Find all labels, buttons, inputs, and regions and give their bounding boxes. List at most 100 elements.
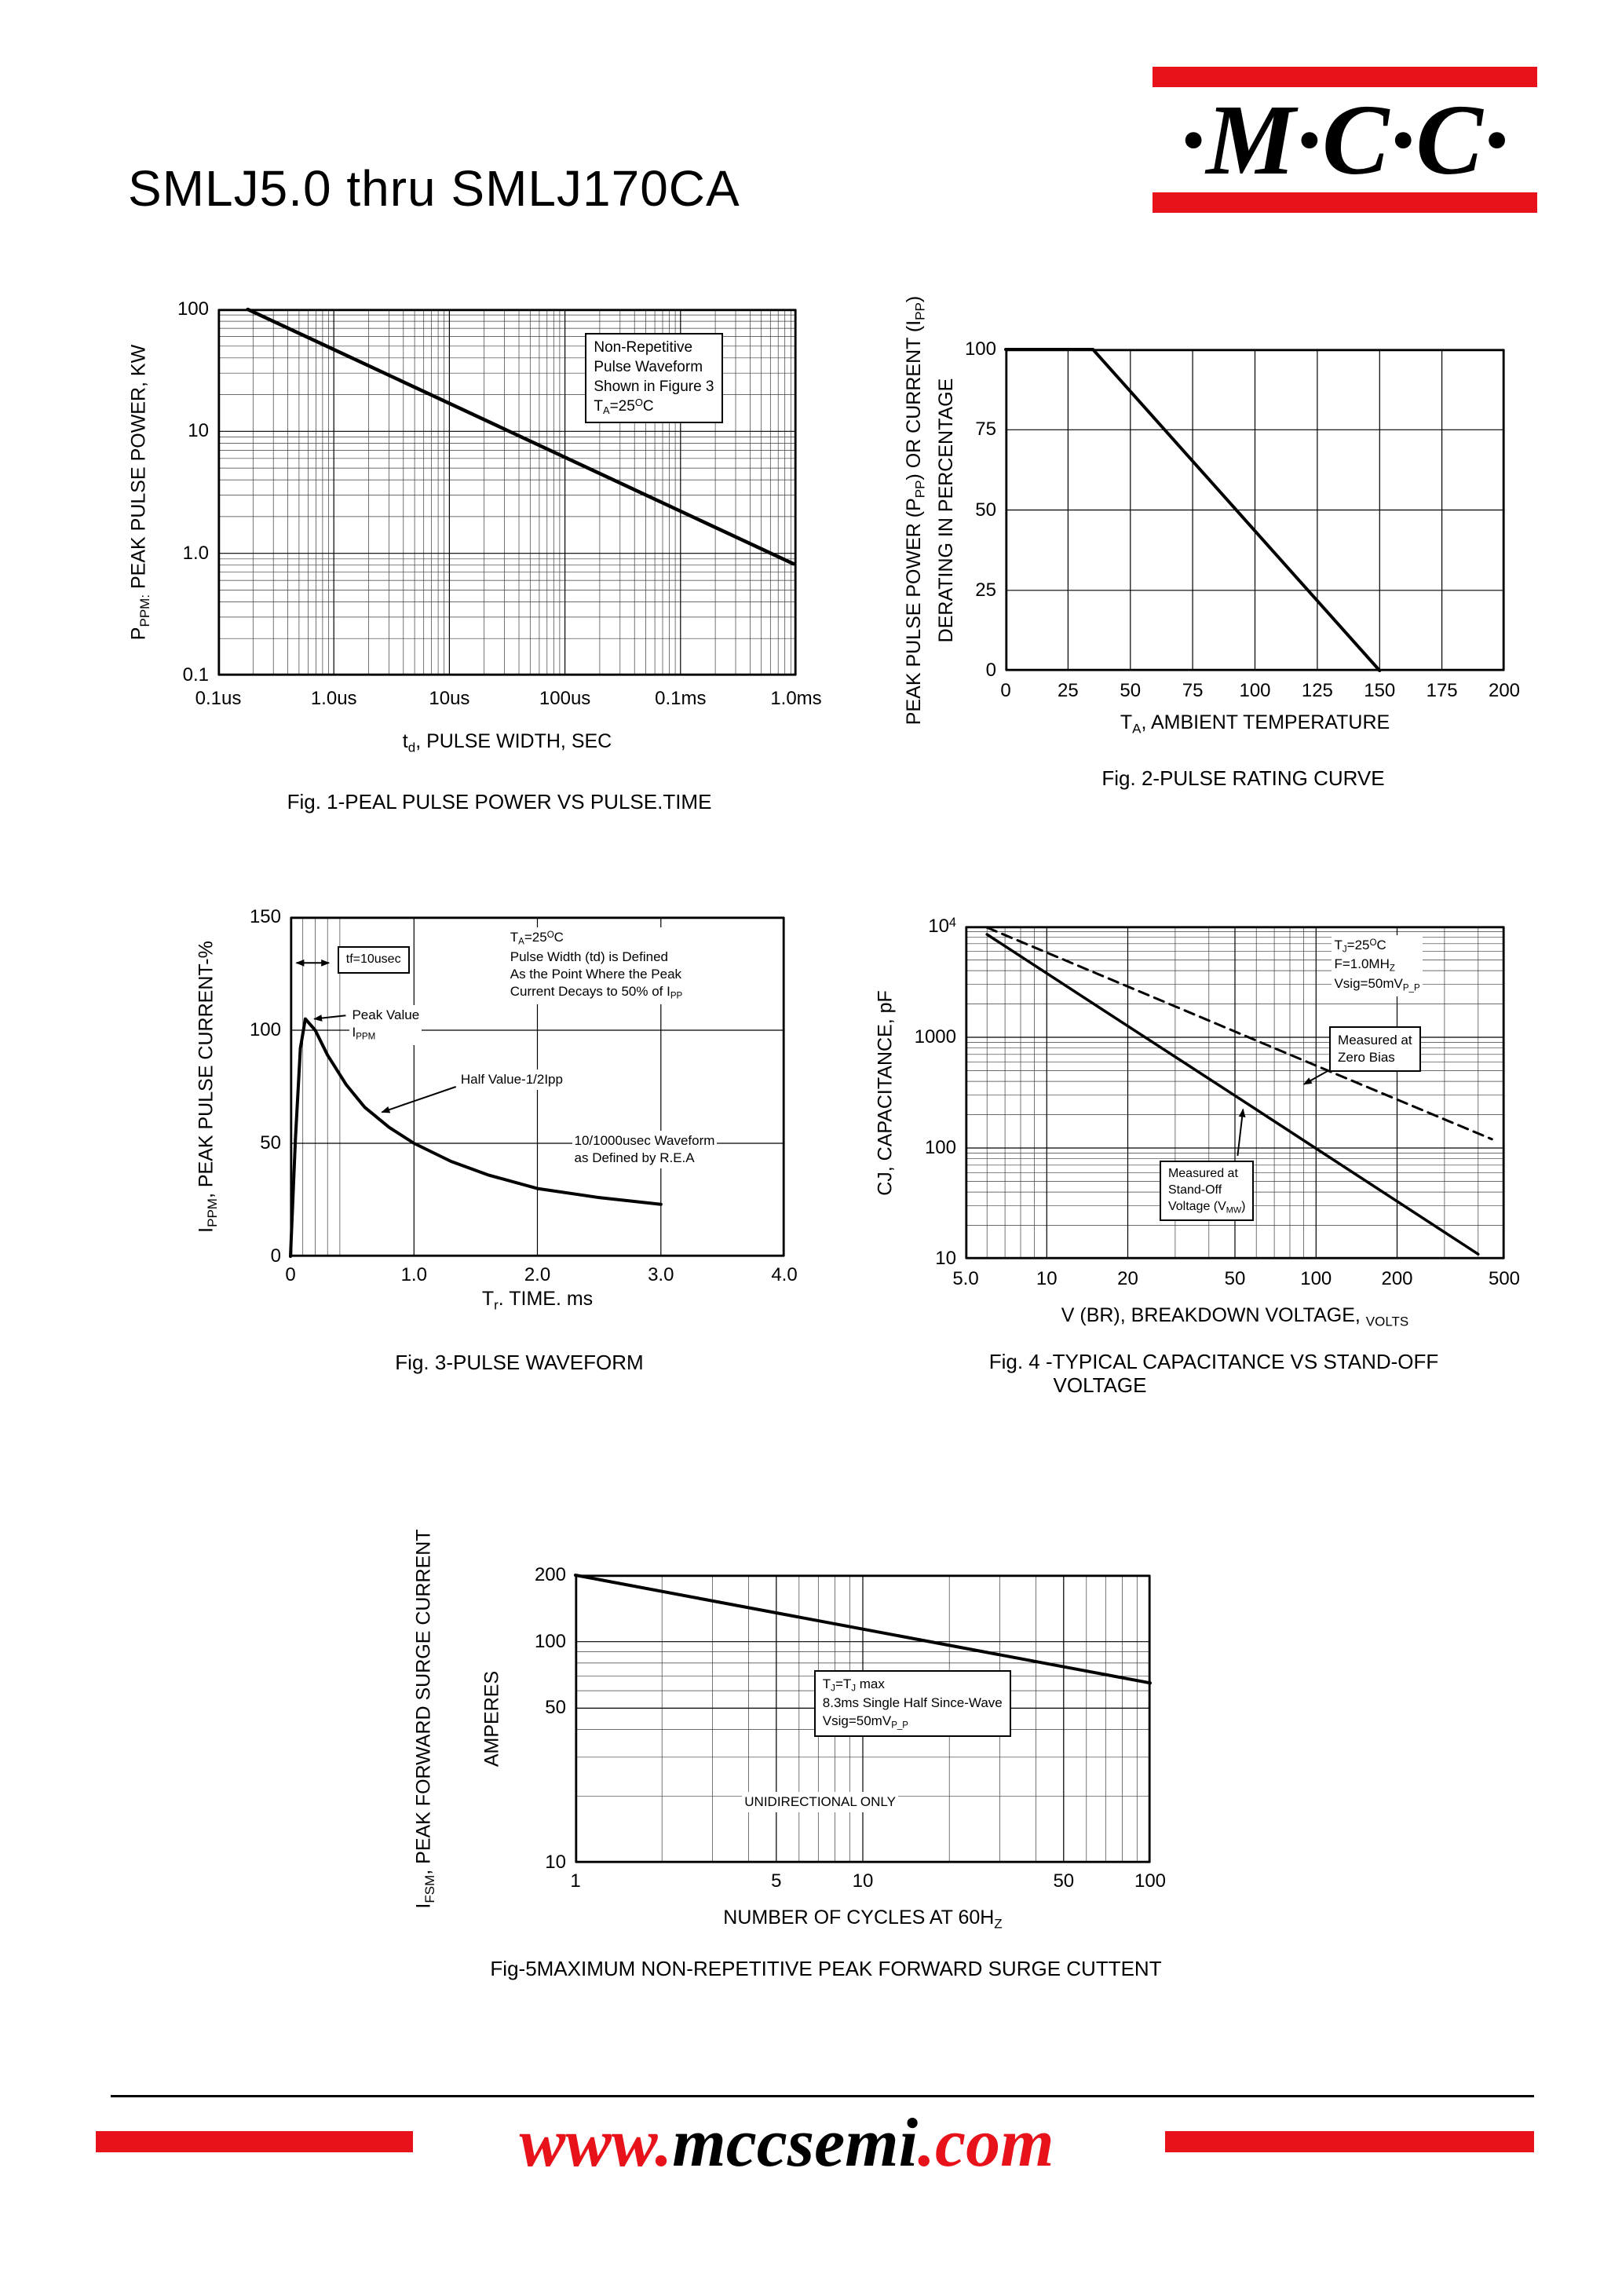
fig5-x-tick-label: 50: [1053, 1870, 1075, 1892]
page-title: SMLJ5.0 thru SMLJ170CA: [128, 160, 740, 217]
fig5-x-axis-label: NUMBER OF CYCLES AT 60HZ: [723, 1907, 1003, 1932]
fig4-x-tick-label: 100: [1300, 1268, 1332, 1289]
series-peak-pulse-power: [246, 307, 795, 566]
fig3-x-tick-label: 2.0: [524, 1264, 551, 1285]
fig1-x-tick-label: 0.1ms: [655, 688, 707, 709]
fig2-pulse-rating-curve: 0 25 50 75 100 125 150 175 200 100 75 50 25 0 TA, AMBI…: [903, 295, 1520, 790]
tf-label: tf=10usec: [337, 945, 410, 974]
fig1-y-tick-label: 1.0: [182, 542, 209, 564]
fig2-caption: Fig. 2-PULSE RATING CURVE: [1101, 766, 1385, 790]
fig5-y-axis-label: AMPERES: [480, 1670, 503, 1768]
fig4-conditions: TJ=25OC F=1.0MHZ Vsig=50mVP_P: [1332, 934, 1423, 996]
fig4-x-tick-label: 50: [1224, 1268, 1246, 1289]
annotation-arrow: [381, 1086, 457, 1113]
fig5-peak-forward-surge-current: 1 5 10 50 100 200 100 50 10 NUMBER OF CYCLES AT 6…: [413, 1529, 1166, 1980]
fig3-y-tick-label: 50: [260, 1132, 281, 1153]
fig5-x-tick-label: 100: [1134, 1870, 1167, 1892]
fig2-y-tick-label: 50: [975, 499, 996, 521]
fig3-y-tick-label: 0: [270, 1245, 281, 1267]
fig4-y-tick-label: 1000: [914, 1026, 956, 1047]
fig3-x-axis-label: Tr. TIME. ms: [481, 1288, 594, 1313]
fig4-x-axis-label: V (BR), BREAKDOWN VOLTAGE, VOLTS: [1061, 1304, 1409, 1329]
rea-label: 10/1000usec Waveform as Defined by R.E.A: [572, 1131, 718, 1169]
fig4-x-tick-label: 10: [1036, 1268, 1058, 1289]
fig1-note: Non-Repetitive Pulse Waveform Shown in Fig…: [585, 333, 723, 424]
fig5-y-tick-label: 200: [534, 1564, 566, 1585]
fig1-y-tick-label: 10: [188, 420, 209, 442]
fig4-x-tick-label: 500: [1488, 1268, 1521, 1289]
footer-url-domain: mccsemi: [672, 2105, 919, 2181]
fig1-caption: Fig. 1-PEAL PULSE POWER VS PULSE.TIME: [287, 790, 712, 813]
fig2-y-tick-label: 75: [975, 419, 996, 441]
pulse-width-note: TA=25OC Pulse Width (td) is Defined As the…: [507, 927, 685, 1004]
series-pulse-waveform: [289, 1017, 663, 1258]
fig1-peak-pulse-power-vs-pulse-time: 0.1us 1.0us 10us 100us 0.1ms 1.0ms 100 10 1.0 0.1…: [128, 298, 822, 813]
series-surge-current: [574, 1574, 1152, 1685]
fig3-x-tick-label: 3.0: [648, 1264, 674, 1285]
fig2-y-tick-label: 100: [964, 338, 996, 360]
footer-url-com: .com: [918, 2105, 1054, 2181]
fig4-caption: Fig. 4 -TYPICAL CAPACITANCE VS STAND-OFF: [988, 1350, 1439, 1373]
fig1-x-tick-label: 1.0ms: [770, 688, 822, 709]
fig1-y-axis-label: PPPM: PEAK PULSE POWER, KW: [127, 344, 153, 641]
fig5-y-tick-label: 100: [534, 1630, 566, 1652]
footer-url-www: www.: [519, 2105, 673, 2181]
fig1-x-tick-label: 10us: [429, 688, 470, 709]
fig2-x-tick-label: 125: [1301, 680, 1333, 701]
fig4-caption: VOLTAGE: [1053, 1373, 1147, 1397]
fig5-x-tick-label: 5: [771, 1870, 782, 1892]
fig3-pulse-waveform: 0 1.0 2.0 3.0 4.0 150 100 50 0 Tr. TIME. ms IPPM, …: [195, 906, 798, 1374]
fig5-caption: Fig-5MAXIMUM NON-REPETITIVE PEAK FORWARD…: [490, 1957, 1162, 1980]
fig2-x-tick-label: 150: [1364, 680, 1396, 701]
fig1-y-tick-label: 100: [177, 298, 209, 320]
logo-bar-top: [1153, 67, 1537, 87]
annotation-arrow: [1302, 1070, 1328, 1085]
fig3-x-tick-label: 4.0: [771, 1264, 798, 1285]
fig5-y-tick-label: 50: [545, 1697, 566, 1719]
fig3-y-tick-label: 100: [249, 1019, 281, 1040]
series-measured-at-standoff-voltage: [985, 933, 1480, 1256]
fig1-x-tick-label: 0.1us: [195, 688, 242, 709]
fig2-plot-canvas: [1004, 348, 1505, 672]
half-value-label: Half Value-1/2Ipp: [458, 1069, 565, 1091]
fig2-x-tick-label: 100: [1239, 680, 1271, 701]
footer-bar-right: [1165, 2131, 1534, 2152]
fig3-x-tick-label: 0: [285, 1264, 296, 1285]
fig1-x-axis-label: td, PULSE WIDTH, SEC: [402, 730, 612, 755]
fig4-x-tick-label: 20: [1117, 1268, 1138, 1289]
fig2-x-tick-label: 50: [1120, 680, 1142, 701]
fig5-y-axis-label-outer: IFSM, PEAK FORWARD SURGE CURRENT: [412, 1529, 438, 1909]
footer-bar-left: [96, 2131, 413, 2152]
fig2-x-axis-label: TA, AMBIENT TEMPERATURE: [1120, 711, 1390, 737]
series-derating: [1004, 348, 1382, 672]
footer-divider: [111, 2095, 1534, 2097]
fig4-y-tick-label: 104: [928, 915, 956, 938]
logo-bar-bottom: [1153, 192, 1537, 214]
fig3-x-tick-label: 1.0: [400, 1264, 427, 1285]
fig1-x-tick-label: 100us: [539, 688, 591, 709]
fig2-y-axis-label: PEAK PULSE POWER (PPP) OR CURRENT (IPP) D…: [903, 295, 958, 725]
fig4-x-tick-label: 200: [1381, 1268, 1413, 1289]
fig4-capacitance-vs-standoff-voltage: 5.0 10 20 50 100 200 500 104 1000 100 10 V (BR), BR…: [875, 916, 1520, 1397]
fig5-y-tick-label: 10: [545, 1852, 566, 1873]
fig2-x-tick-label: 0: [1000, 680, 1011, 701]
series-measured-at-zero-bias: [985, 926, 1493, 1141]
fig2-x-tick-label: 25: [1058, 680, 1079, 701]
fig1-y-tick-label: 0.1: [182, 664, 209, 686]
fig4-y-axis-label: CJ, CAPACITANCE, pF: [874, 989, 897, 1196]
mcc-logo: ·M·C·C·: [1153, 67, 1537, 214]
fig1-plot-canvas: [217, 307, 797, 676]
peak-value-label: Peak Value IPPM: [349, 1005, 422, 1046]
logo-text: ·M·C·C·: [1180, 84, 1510, 196]
annotation-arrow: [313, 1015, 346, 1022]
fig5-x-tick-label: 10: [852, 1870, 874, 1892]
fig4-y-tick-label: 10: [935, 1248, 956, 1269]
fig3-y-axis-label: IPPM, PEAK PULSE CURRENT-%: [195, 941, 221, 1233]
fig2-x-tick-label: 200: [1488, 680, 1521, 701]
fig4-x-tick-label: 5.0: [952, 1268, 979, 1289]
fig5-x-tick-label: 1: [570, 1870, 581, 1892]
standoff-label: Measured at Stand-Off Voltage (VMW): [1159, 1161, 1255, 1222]
annotation-arrow: [1237, 1108, 1246, 1157]
fig2-x-tick-label: 75: [1182, 680, 1204, 701]
